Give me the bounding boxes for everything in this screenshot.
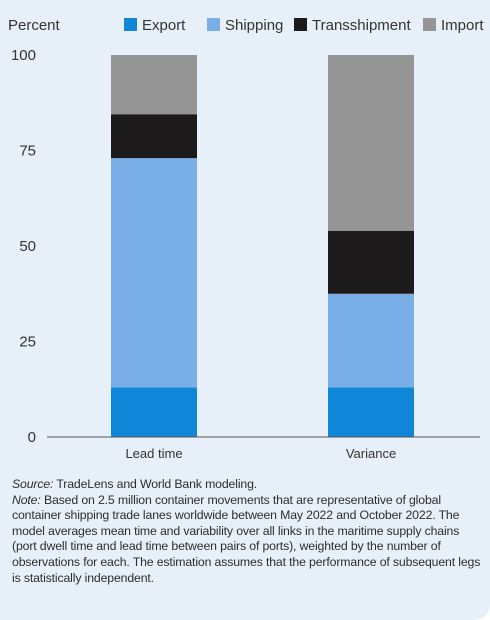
legend: Export Shipping Transshipment Import bbox=[124, 17, 484, 34]
legend-swatch bbox=[294, 18, 307, 31]
y-axis: 0 25 50 75 100 bbox=[11, 47, 36, 446]
y-axis-label: Percent bbox=[8, 17, 61, 34]
bars bbox=[111, 55, 414, 437]
note-label: Note: bbox=[12, 492, 41, 507]
y-tick-label: 0 bbox=[28, 429, 36, 446]
note-text: Based on 2.5 million container movements… bbox=[12, 492, 481, 585]
legend-label: Import bbox=[441, 17, 484, 34]
bar-segment-shipping bbox=[111, 158, 197, 388]
bar-segment-import bbox=[328, 55, 414, 231]
x-tick-label: Variance bbox=[346, 446, 396, 461]
legend-swatch bbox=[207, 18, 220, 31]
y-tick-label: 50 bbox=[19, 238, 36, 255]
y-tick-label: 100 bbox=[11, 47, 36, 64]
bar-segment-import bbox=[111, 55, 197, 115]
source-text: TradeLens and World Bank modeling. bbox=[56, 477, 258, 491]
legend-label: Transshipment bbox=[312, 17, 411, 34]
note-paragraph: Note: Based on 2.5 million container mov… bbox=[12, 493, 482, 587]
x-tick-label: Lead time bbox=[125, 446, 182, 461]
figure-notes: Source: TradeLens and World Bank modelin… bbox=[12, 477, 482, 586]
legend-swatch bbox=[124, 18, 137, 31]
legend-swatch bbox=[423, 18, 436, 31]
y-tick-label: 25 bbox=[19, 334, 36, 351]
stacked-bar-chart: Percent Export Shipping Transshipment Impor… bbox=[8, 17, 484, 461]
legend-label: Export bbox=[142, 17, 186, 34]
bar-segment-transshipment bbox=[328, 230, 414, 294]
source-line: Source: TradeLens and World Bank modelin… bbox=[12, 477, 482, 493]
bar-segment-transshipment bbox=[111, 114, 197, 159]
y-tick-label: 75 bbox=[19, 143, 36, 160]
bar-segment-export bbox=[111, 387, 197, 437]
bar-segment-export bbox=[328, 387, 414, 437]
legend-label: Shipping bbox=[225, 17, 283, 34]
bar-segment-shipping bbox=[328, 293, 414, 388]
x-axis-labels: Lead time Variance bbox=[125, 446, 396, 461]
source-label: Source: bbox=[12, 477, 54, 491]
